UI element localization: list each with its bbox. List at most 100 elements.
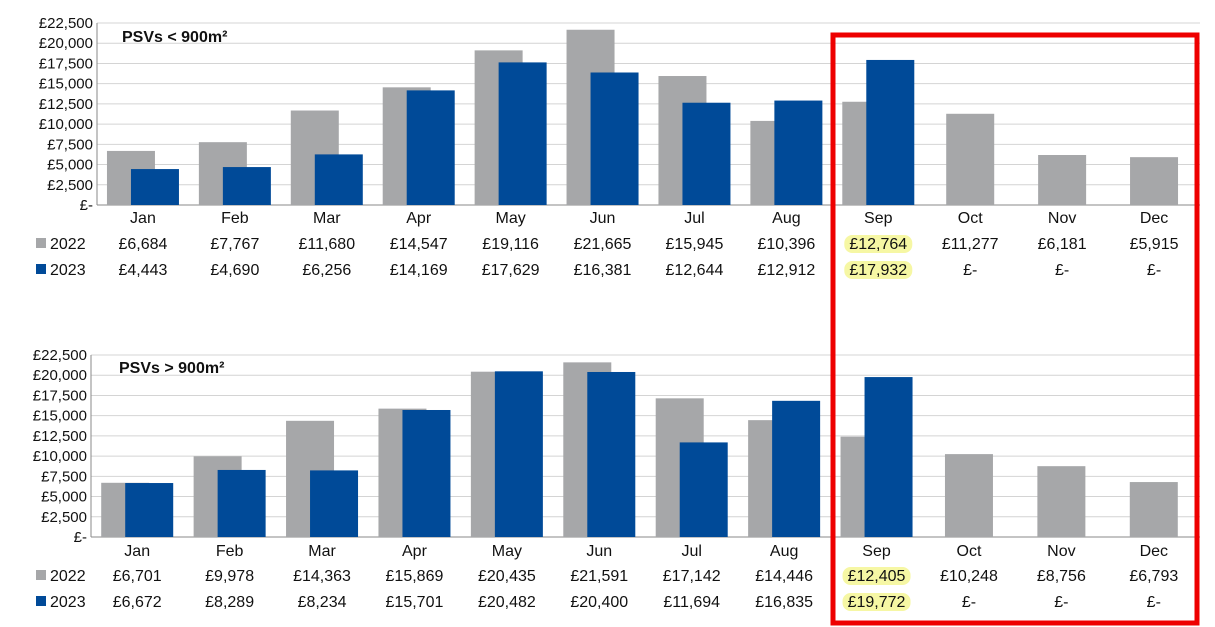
- chart-title: PSVs > 900m²: [119, 360, 224, 377]
- y-tick-label: £7,500: [47, 136, 93, 153]
- value-2022: £10,248: [940, 568, 998, 585]
- value-2023: £19,772: [848, 594, 906, 611]
- value-2023: £-: [962, 594, 976, 611]
- legend-label-2023: 2023: [50, 594, 86, 611]
- value-2022: £12,764: [849, 236, 907, 253]
- value-2022: £12,405: [848, 568, 906, 585]
- chart-title: PSVs < 900m²: [122, 29, 227, 46]
- highlight-2022-sep: [842, 567, 911, 585]
- bar-2023: [494, 371, 543, 537]
- y-tick-label: £10,000: [39, 116, 93, 133]
- y-tick-label: £-: [80, 197, 93, 214]
- bar-2023: [130, 169, 179, 205]
- value-2023: £6,256: [302, 262, 351, 279]
- month-label: Nov: [1047, 543, 1075, 560]
- value-2023: £4,690: [210, 262, 259, 279]
- month-label: Apr: [406, 210, 432, 227]
- bar-2023: [590, 72, 639, 205]
- value-2023: £12,912: [757, 262, 815, 279]
- bar-2023: [222, 167, 271, 205]
- y-tick-label: £5,000: [47, 157, 93, 174]
- y-tick-label: £20,000: [39, 35, 93, 52]
- month-label: Jul: [684, 210, 704, 227]
- value-2023: £20,482: [478, 594, 536, 611]
- value-2022: £15,869: [386, 568, 444, 585]
- y-tick-label: £7,500: [41, 468, 87, 485]
- value-2023: £-: [963, 262, 977, 279]
- month-label: Jun: [590, 210, 616, 227]
- value-2023: £16,381: [574, 262, 632, 279]
- chart-2: £- £2,500 £5,000 £7,500 £10,000 £12,500 £15,00…: [33, 347, 1200, 611]
- value-2022: £14,446: [755, 568, 813, 585]
- value-2022: £19,116: [482, 236, 539, 253]
- september-highlight-frame: [830, 32, 1200, 626]
- value-2022: £10,396: [757, 236, 815, 253]
- bar-2023: [587, 371, 636, 537]
- bar-2022: [946, 113, 995, 205]
- month-label: Mar: [308, 543, 336, 560]
- value-2023: £6,672: [113, 594, 162, 611]
- value-2022: £8,756: [1037, 568, 1086, 585]
- month-label: Jun: [586, 543, 612, 560]
- value-2023: £15,701: [386, 594, 444, 611]
- bar-2023: [679, 442, 728, 537]
- value-2022: £20,435: [478, 568, 536, 585]
- value-2022: £15,945: [666, 236, 724, 253]
- y-tick-label: £17,500: [39, 55, 93, 72]
- y-tick-label: £22,500: [33, 347, 87, 364]
- y-tick-label: £5,000: [41, 489, 87, 506]
- month-label: Oct: [958, 210, 983, 227]
- bar-2022: [1038, 155, 1087, 205]
- month-label: Dec: [1140, 543, 1168, 560]
- month-label: Nov: [1048, 210, 1076, 227]
- value-2023: £-: [1055, 262, 1069, 279]
- value-2023: £11,694: [663, 594, 720, 611]
- bar-2022: [1130, 157, 1179, 205]
- value-2022: £21,591: [570, 568, 628, 585]
- value-2022: £6,701: [113, 568, 162, 585]
- bar-2023: [864, 377, 913, 537]
- value-2022: £11,680: [298, 236, 355, 253]
- y-tick-label: £10,000: [33, 448, 87, 465]
- month-label: Feb: [221, 210, 249, 227]
- value-2023: £14,169: [390, 262, 448, 279]
- legend-label-2022: 2022: [50, 568, 86, 585]
- month-label: Mar: [313, 210, 341, 227]
- legend-swatch-2022: [36, 238, 46, 248]
- month-label: Sep: [862, 543, 891, 560]
- highlight-2023-sep: [844, 261, 913, 279]
- value-2023: £17,629: [482, 262, 540, 279]
- legend-label-2022: 2022: [50, 236, 86, 253]
- month-label: Jan: [130, 210, 156, 227]
- legend-label-2023: 2023: [50, 262, 86, 279]
- value-2022: £5,915: [1130, 236, 1179, 253]
- bar-2023: [774, 100, 823, 205]
- y-tick-label: £15,000: [33, 408, 87, 425]
- bar-2023: [866, 59, 915, 205]
- month-label: Jan: [124, 543, 150, 560]
- value-2023: £8,289: [205, 594, 254, 611]
- legend-swatch-2022: [36, 570, 46, 580]
- bar-2023: [125, 483, 174, 537]
- y-tick-label: £12,500: [39, 96, 93, 113]
- bar-2023: [314, 154, 363, 205]
- bar-2023: [406, 90, 455, 205]
- value-2023: £17,932: [849, 262, 907, 279]
- y-tick-label: £12,500: [33, 428, 87, 445]
- value-2022: £14,547: [390, 236, 448, 253]
- value-2023: £20,400: [570, 594, 628, 611]
- month-label: Feb: [216, 543, 244, 560]
- y-tick-label: £15,000: [39, 76, 93, 93]
- value-2022: £9,978: [205, 568, 254, 585]
- value-2023: £-: [1147, 594, 1161, 611]
- value-2022: £6,684: [118, 236, 167, 253]
- value-2022: £7,767: [210, 236, 259, 253]
- bar-2023: [772, 400, 821, 537]
- y-tick-label: £20,000: [33, 367, 87, 384]
- y-tick-label: £2,500: [41, 509, 87, 526]
- highlight-2023-sep: [842, 593, 911, 611]
- y-tick-label: £-: [74, 529, 87, 546]
- legend-swatch-2023: [36, 596, 46, 606]
- value-2022: £17,142: [663, 568, 721, 585]
